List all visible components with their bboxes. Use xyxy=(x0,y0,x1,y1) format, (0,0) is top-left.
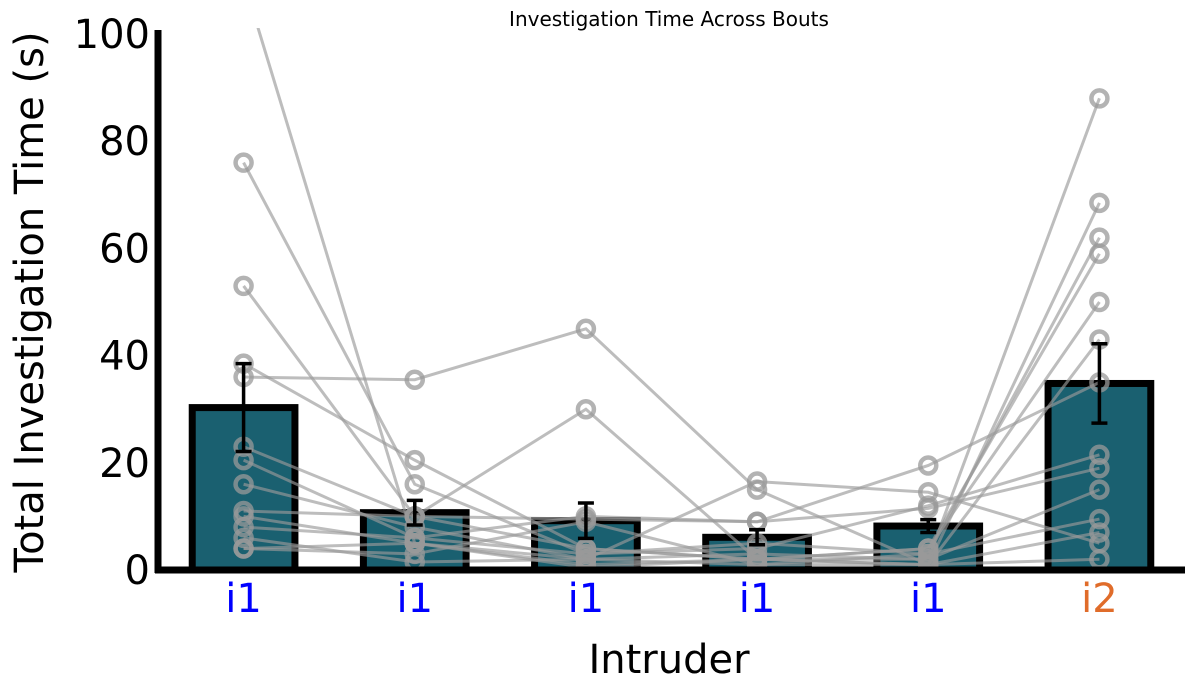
subject-point xyxy=(918,554,939,570)
x-axis-label: Intruder xyxy=(588,637,750,683)
x-tick-label: i1 xyxy=(568,576,605,622)
subject-point xyxy=(233,527,254,549)
axes-group xyxy=(154,30,1185,574)
y-tick-label: 80 xyxy=(99,119,150,165)
subject-point xyxy=(918,455,939,476)
subject-point xyxy=(1089,291,1110,313)
subject-point xyxy=(746,471,768,492)
subject-line xyxy=(243,327,1101,567)
subject-point xyxy=(404,449,425,471)
subject-point xyxy=(233,152,254,173)
subject-point xyxy=(233,506,254,527)
subject-line xyxy=(243,453,1100,556)
subject-point xyxy=(1089,508,1110,530)
y-tick-label: 20 xyxy=(99,441,150,487)
subject-line xyxy=(243,517,1100,567)
subject-point xyxy=(575,398,597,420)
subject-point xyxy=(404,543,425,565)
chart-title: Investigation Time Across Bouts xyxy=(509,7,829,31)
subject-point xyxy=(404,369,425,390)
y-tick-label: 60 xyxy=(99,226,150,272)
error-bars-group xyxy=(235,342,1108,547)
subject-line xyxy=(256,28,1101,569)
subject-point xyxy=(1089,192,1110,214)
subject-line xyxy=(243,531,1100,567)
y-tick-label: 40 xyxy=(99,334,150,380)
x-tick-label: i2 xyxy=(1081,576,1118,622)
subject-point xyxy=(918,495,939,516)
x-tick-label: i1 xyxy=(739,576,776,622)
subject-point xyxy=(1089,522,1110,543)
y-tick-label: 100 xyxy=(74,12,150,58)
subject-point xyxy=(1089,444,1110,466)
x-ticks-group: i1 i1 i1 i1 i1 i2 xyxy=(225,576,1117,622)
x-tick-label: i1 xyxy=(910,576,947,622)
subject-point xyxy=(233,473,254,495)
subject-point xyxy=(1089,88,1110,109)
subject-point xyxy=(404,532,425,554)
subject-point xyxy=(575,318,597,340)
y-ticks-group: 0 20 40 60 80 100 xyxy=(74,12,150,594)
subject-line xyxy=(242,202,1101,567)
subject-point xyxy=(233,538,254,559)
subject-line xyxy=(242,161,1101,556)
subject-point xyxy=(1089,457,1110,479)
y-tick-label: 0 xyxy=(125,548,150,594)
subject-point xyxy=(1089,479,1110,500)
subject-point xyxy=(746,554,768,570)
x-tick-label: i1 xyxy=(396,576,433,622)
subject-point xyxy=(918,543,939,565)
subject-point xyxy=(233,516,254,538)
y-axis-label: Total Investigation Time (s) xyxy=(7,31,53,573)
subject-point xyxy=(233,275,254,297)
subject-point xyxy=(404,473,425,495)
x-tick-label: i1 xyxy=(225,576,262,622)
subject-line xyxy=(243,466,1100,524)
subject-line xyxy=(243,301,1101,561)
subject-point xyxy=(1089,243,1110,265)
subject-lines-group xyxy=(233,28,1110,570)
